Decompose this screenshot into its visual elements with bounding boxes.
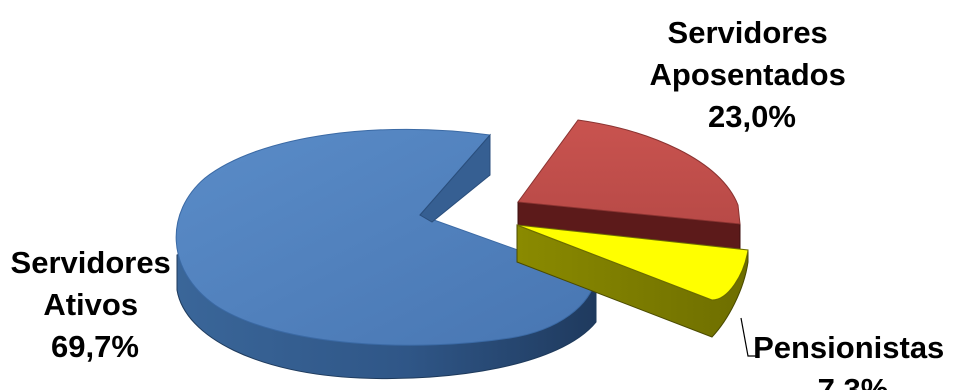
label-ativos-line1: Servidores <box>11 245 171 280</box>
label-pensionistas-line2: 7,3% <box>818 372 889 390</box>
pensionistas-leader-line <box>740 317 757 357</box>
slice-pensionistas[interactable] <box>516 224 749 338</box>
label-ativos: Servidores Ativos 69,7% <box>11 245 180 364</box>
label-pensionistas-line1: Pensionistas <box>753 330 944 365</box>
label-aposentados-line1: Servidores <box>668 15 828 50</box>
label-ativos-line3: 69,7% <box>51 329 139 364</box>
slice-ativos-cut <box>419 133 491 223</box>
slice-ativos-top <box>175 128 597 346</box>
slice-aposentados[interactable] <box>517 119 741 251</box>
slice-ativos[interactable] <box>175 128 597 380</box>
label-ativos-line2: Ativos <box>43 287 138 322</box>
slice-pensionistas-top <box>516 224 749 301</box>
label-aposentados-line2: Aposentados <box>650 57 846 92</box>
label-aposentados: Servidores Aposentados 23,0% <box>650 15 855 134</box>
label-aposentados-line3: 23,0% <box>708 99 796 134</box>
slice-aposentados-top <box>517 119 741 225</box>
label-pensionistas: Pensionistas 7,3% <box>753 330 953 390</box>
